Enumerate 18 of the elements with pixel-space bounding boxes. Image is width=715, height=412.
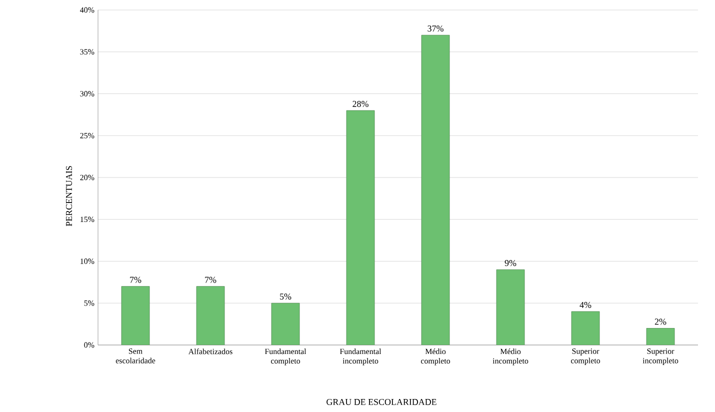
- data-label: 2%: [654, 318, 666, 325]
- y-axis-title: PERCENTUAIS: [66, 166, 72, 226]
- bar: [271, 302, 300, 345]
- bar: [496, 269, 525, 345]
- data-label: 4%: [580, 302, 592, 308]
- bar: [346, 110, 375, 345]
- data-label: 5%: [280, 294, 292, 300]
- data-label: 28%: [352, 100, 368, 107]
- bar: [646, 328, 675, 345]
- data-label: 7%: [130, 276, 142, 283]
- bar: [421, 34, 450, 345]
- bar: [571, 311, 600, 345]
- data-label: 7%: [205, 276, 216, 283]
- data-label: 9%: [504, 260, 516, 266]
- x-axis-title: GRAU DE ESCOLARIDADE: [326, 398, 436, 406]
- bar: [121, 286, 150, 345]
- bar: [196, 286, 225, 345]
- data-label: 37%: [428, 26, 444, 32]
